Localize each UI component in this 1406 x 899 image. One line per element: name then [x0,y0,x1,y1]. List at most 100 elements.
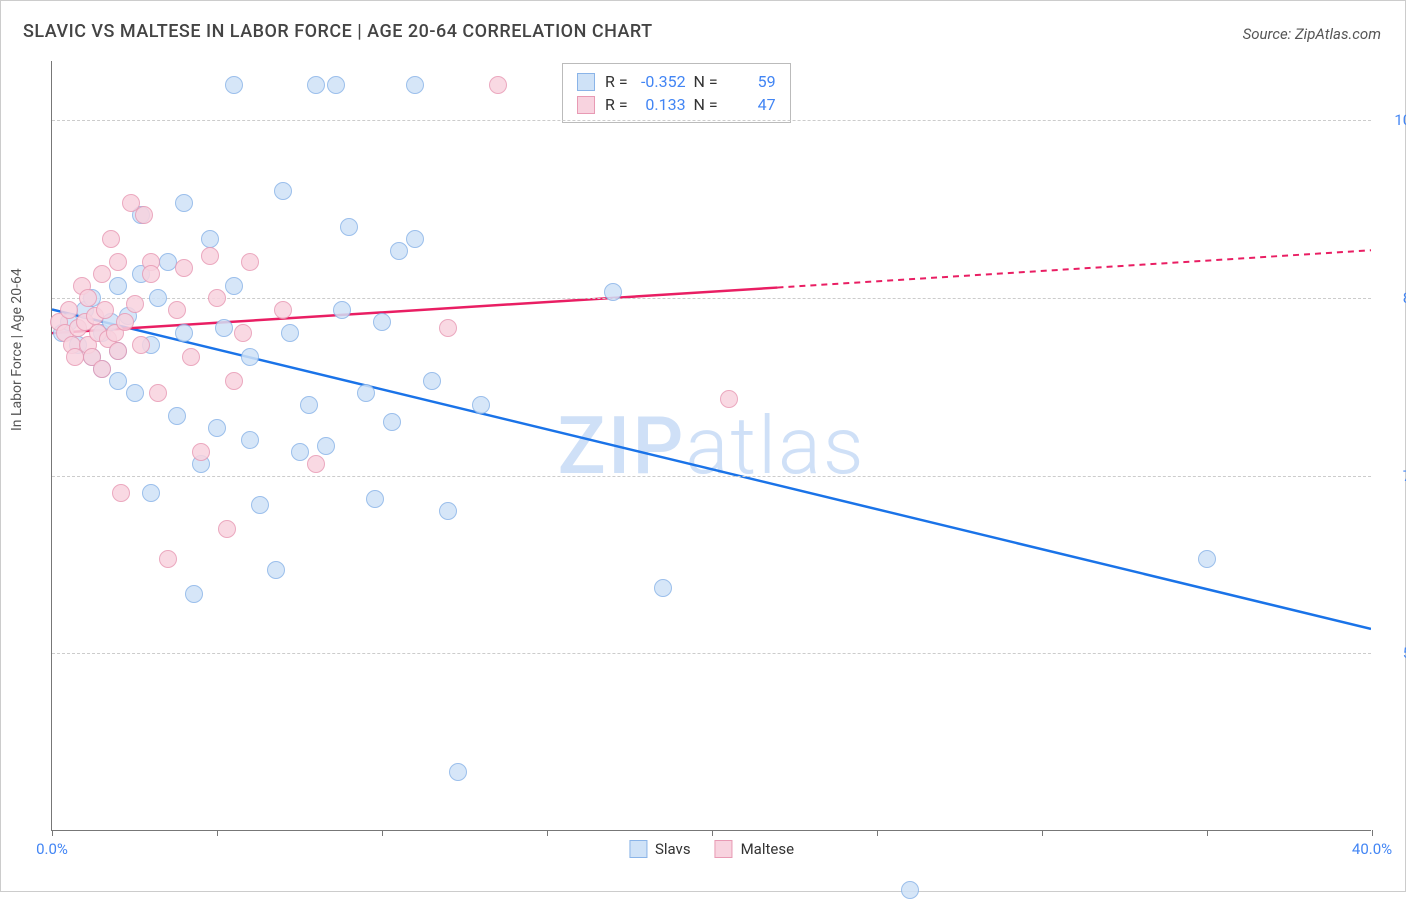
data-point [175,259,193,277]
data-point [149,384,167,402]
data-point [406,76,424,94]
data-point [251,496,269,514]
x-tick [382,830,383,836]
data-point [439,319,457,337]
data-point [93,360,111,378]
data-point [142,484,160,502]
data-point [192,443,210,461]
data-point [201,247,219,265]
data-point [109,277,127,295]
data-point [208,419,226,437]
data-point [60,301,78,319]
chart-plot-area: ZIPatlas R = -0.352 N = 59R = 0.133 N = … [51,61,1371,831]
data-point [102,230,120,248]
legend-label: Maltese [741,840,794,858]
data-point [208,289,226,307]
data-point [96,301,114,319]
data-point [489,76,507,94]
data-point [215,319,233,337]
data-point [225,277,243,295]
x-tick [1207,830,1208,836]
legend-item: Slavs [629,840,691,858]
data-point [149,289,167,307]
stats-row: R = -0.352 N = 59 [577,70,776,93]
data-point [449,763,467,781]
data-point [423,372,441,390]
data-point [201,230,219,248]
data-point [300,396,318,414]
data-point [218,520,236,538]
stats-legend: R = -0.352 N = 59R = 0.133 N = 47 [562,63,791,123]
legend-swatch [629,840,647,858]
data-point [168,301,186,319]
data-point [383,413,401,431]
y-tick-label: 100.0% [1394,111,1406,129]
data-point [142,265,160,283]
chart-title: SLAVIC VS MALTESE IN LABOR FORCE | AGE 2… [23,21,653,42]
legend-swatch [715,840,733,858]
data-point [116,313,134,331]
data-point [241,348,259,366]
data-point [79,289,97,307]
y-axis-label: In Labor Force | Age 20-64 [9,268,25,431]
x-tick [52,830,53,836]
data-point [406,230,424,248]
data-point [126,295,144,313]
data-point [366,490,384,508]
data-point [654,579,672,597]
x-tick-label: 0.0% [36,840,68,858]
data-point [175,194,193,212]
data-point [439,502,457,520]
data-point [373,313,391,331]
data-point [274,182,292,200]
data-point [159,253,177,271]
data-point [112,484,130,502]
data-point [175,324,193,342]
data-point [267,561,285,579]
legend-item: Maltese [715,840,794,858]
x-tick [217,830,218,836]
x-tick [547,830,548,836]
data-point [109,342,127,360]
data-point [291,443,309,461]
data-point [472,396,490,414]
data-point [168,407,186,425]
data-point [327,76,345,94]
gridline [52,476,1371,477]
data-point [225,76,243,94]
x-tick [712,830,713,836]
data-point [333,301,351,319]
data-point [1198,550,1216,568]
data-point [357,384,375,402]
data-point [901,881,919,899]
trend-line-dashed [777,250,1371,287]
source-label: Source: ZipAtlas.com [1243,25,1381,43]
data-point [241,431,259,449]
data-point [281,324,299,342]
data-point [93,265,111,283]
gridline [52,120,1371,121]
x-tick [1372,830,1373,836]
data-point [159,550,177,568]
data-point [135,206,153,224]
data-point [604,283,622,301]
data-point [225,372,243,390]
x-tick-label: 40.0% [1352,840,1392,858]
data-point [234,324,252,342]
stats-row: R = 0.133 N = 47 [577,93,776,116]
data-point [109,372,127,390]
data-point [390,242,408,260]
data-point [182,348,200,366]
x-tick [1042,830,1043,836]
data-point [126,384,144,402]
data-point [307,76,325,94]
data-point [340,218,358,236]
data-point [132,336,150,354]
x-tick [877,830,878,836]
data-point [720,390,738,408]
chart-container: SLAVIC VS MALTESE IN LABOR FORCE | AGE 2… [0,0,1406,892]
data-point [241,253,259,271]
data-point [274,301,292,319]
data-point [307,455,325,473]
series-legend: Slavs Maltese [629,840,794,858]
